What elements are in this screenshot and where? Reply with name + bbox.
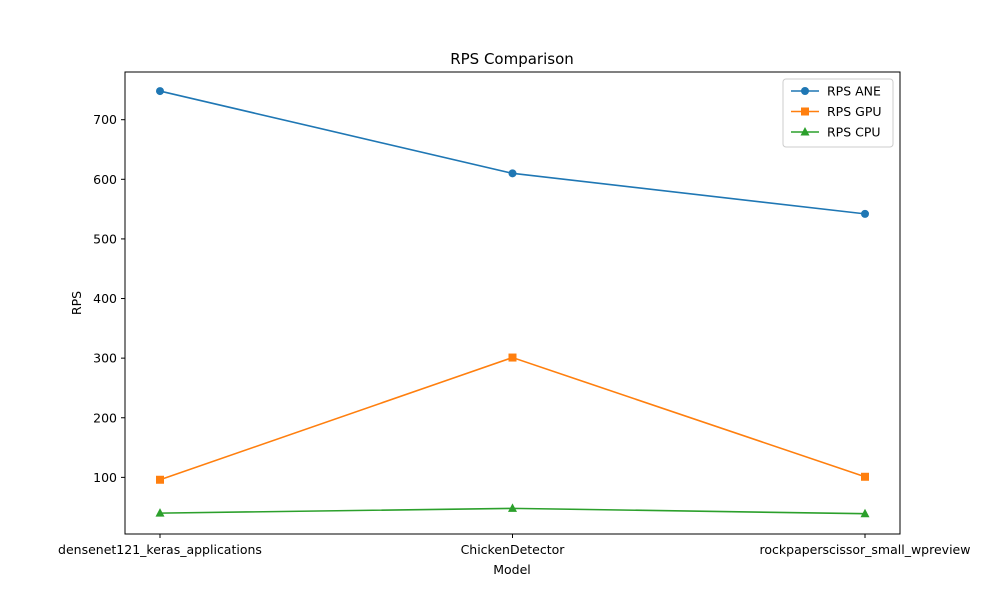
legend-marker xyxy=(801,107,809,116)
y-axis: 100 200 300 400 500 600 700 xyxy=(93,112,125,485)
data-point xyxy=(861,472,869,481)
series-rps-ane xyxy=(156,87,869,218)
x-tick-label: densenet121_keras_applications xyxy=(58,542,262,557)
legend-label: RPS CPU xyxy=(827,125,881,140)
y-tick-label: 100 xyxy=(93,470,117,485)
legend-label: RPS GPU xyxy=(827,104,882,119)
data-point xyxy=(508,169,517,178)
series-line xyxy=(159,356,866,481)
y-tick-label: 700 xyxy=(93,112,117,127)
series-rps-gpu xyxy=(156,353,869,484)
legend-label: RPS ANE xyxy=(827,84,881,99)
data-point xyxy=(155,508,165,517)
data-point xyxy=(156,87,164,96)
data-point xyxy=(860,508,870,518)
legend-marker xyxy=(801,87,809,95)
y-axis-label: RPS xyxy=(69,291,84,315)
series-layer xyxy=(155,87,870,518)
legend-marker xyxy=(800,127,810,136)
legend: RPS ANE RPS GPU RPS CPU xyxy=(782,78,894,148)
legend-item: RPS ANE xyxy=(791,84,881,99)
legend-item: RPS GPU xyxy=(791,104,882,119)
y-tick-label: 500 xyxy=(93,231,117,246)
x-axis: densenet121_keras_applications ChickenDet… xyxy=(58,534,970,557)
y-tick-label: 600 xyxy=(93,172,117,187)
data-point xyxy=(508,503,517,512)
legend-box xyxy=(782,78,894,148)
series-line xyxy=(159,90,866,215)
y-tick-label: 200 xyxy=(93,410,117,425)
x-tick-label: ChickenDetector xyxy=(461,542,566,557)
legend-item: RPS CPU xyxy=(791,125,881,140)
chart-title: RPS Comparison xyxy=(450,50,574,68)
y-tick-label: 300 xyxy=(93,351,117,366)
data-point xyxy=(861,209,869,218)
x-tick-label: rockpaperscissor_small_wpreview xyxy=(760,542,971,557)
x-axis-label: Model xyxy=(493,562,531,577)
data-point xyxy=(508,353,517,362)
series-rps-cpu xyxy=(155,503,870,518)
y-tick-label: 400 xyxy=(93,291,117,306)
data-point xyxy=(156,475,164,484)
